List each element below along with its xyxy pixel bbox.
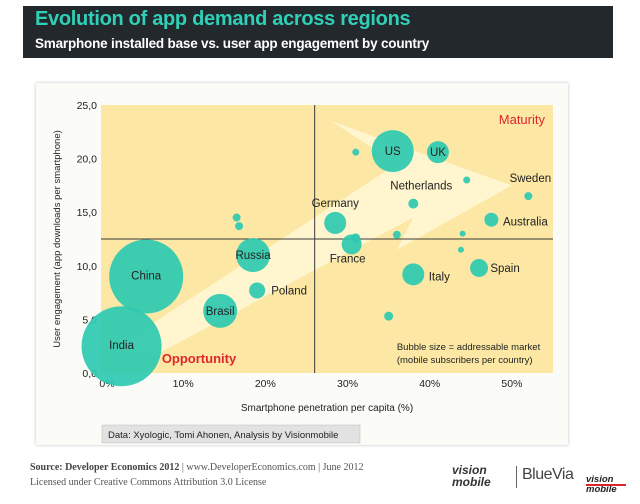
bubble bbox=[384, 311, 394, 321]
y-tick-label: 15,0 bbox=[77, 207, 98, 219]
visionmobile-logo-small: vision mobile bbox=[586, 474, 640, 504]
data-source-box bbox=[101, 424, 361, 444]
visionmobile-logo: vision mobile bbox=[452, 463, 512, 493]
bubble-uk bbox=[426, 141, 449, 164]
data-source-text: Data: Xyologic, Tomi Ahonen, Analysis by… bbox=[108, 430, 338, 441]
y-tick-label: 20,0 bbox=[77, 154, 98, 166]
logo-separator bbox=[516, 466, 517, 488]
x-tick-label: 10% bbox=[173, 378, 194, 390]
x-tick-label: 20% bbox=[255, 378, 276, 390]
x-tick-label: 40% bbox=[419, 378, 440, 390]
chart-subtitle: Smarphone installed base vs. user app en… bbox=[35, 36, 430, 51]
bubble-label: China bbox=[131, 271, 162, 283]
legend-note-line: Bubble size = addressable market bbox=[397, 342, 541, 353]
legend-note-line: (mobile subscribers per country) bbox=[397, 355, 533, 366]
bubble-brasil bbox=[203, 293, 238, 328]
visionmobile-swoosh bbox=[586, 484, 626, 486]
bubble bbox=[463, 176, 471, 184]
bubble bbox=[457, 246, 464, 253]
visionmobile-logo-small-line2: mobile bbox=[586, 484, 617, 495]
visionmobile-logo-small-line1: vision bbox=[586, 474, 614, 485]
visionmobile-logo-line2: mobile bbox=[452, 475, 491, 489]
bubble-label: US bbox=[385, 146, 401, 158]
quadrant-label-opportunity: Opportunity bbox=[162, 351, 237, 366]
quadrant-label-maturity: Maturity bbox=[499, 112, 546, 127]
bluevia-logo: BlueVia bbox=[522, 466, 574, 483]
bubble bbox=[351, 233, 361, 243]
bubble-germany bbox=[324, 211, 347, 234]
bubble-poland bbox=[249, 282, 266, 299]
title-banner: Evolution of app demand across regions S… bbox=[23, 6, 613, 58]
bubble-russia bbox=[236, 238, 271, 273]
chart-panel: 0,0 5,0 10,0 15,0 20,0 25,0 0% 10% 20% 30% 40% 50% S… bbox=[36, 83, 568, 445]
bubble-australia bbox=[484, 212, 499, 227]
bubble bbox=[235, 222, 244, 231]
y-tick-label: 25,0 bbox=[77, 100, 98, 112]
footer-source-label: Source: Developer Economics 2012 bbox=[30, 462, 180, 473]
y-axis-label: User engagement (app downloads per smart… bbox=[52, 130, 63, 348]
y-tick-label: 10,0 bbox=[77, 261, 98, 273]
bubble-chart: 0,05,010,015,020,025,00% 10% 20% 30% 40% 50%S… bbox=[52, 100, 553, 444]
bubble-us bbox=[371, 130, 414, 173]
bubble bbox=[392, 230, 401, 239]
bubble-label: Germany bbox=[312, 198, 360, 210]
bubble-label: Spain bbox=[490, 263, 519, 275]
x-tick-label: 30% bbox=[337, 378, 358, 390]
bubble-label: Netherlands bbox=[390, 181, 452, 193]
bubble-label: Russia bbox=[235, 250, 271, 262]
bubble-label: Brasil bbox=[206, 306, 235, 318]
x-axis-label: Smartphone penetration per capita (%) bbox=[241, 403, 413, 414]
bubble bbox=[232, 213, 241, 222]
bubble-india bbox=[81, 306, 162, 387]
footer-source: Source: Developer Economics 2012 | www.D… bbox=[30, 462, 364, 473]
bubble bbox=[459, 230, 466, 237]
bubble-label: Australia bbox=[503, 217, 548, 229]
bubble-netherlands bbox=[408, 198, 419, 209]
x-tick-label: 50% bbox=[501, 378, 522, 390]
bubble-label: Poland bbox=[271, 285, 307, 297]
bubble-label: UK bbox=[430, 147, 446, 159]
bubble bbox=[352, 148, 360, 156]
bubble-label: Italy bbox=[429, 271, 450, 283]
visionmobile-logo-line1: vision bbox=[452, 463, 487, 477]
bubble-label: France bbox=[330, 253, 366, 265]
footer-license: Licensed under Creative Commons Attribut… bbox=[30, 477, 267, 488]
bubble-spain bbox=[470, 258, 489, 277]
bubble-label: Sweden bbox=[510, 173, 552, 185]
bubble-china bbox=[109, 239, 184, 314]
chart-title: Evolution of app demand across regions bbox=[35, 8, 411, 30]
bubble-label: India bbox=[109, 340, 135, 352]
bubble-italy bbox=[402, 263, 425, 286]
bubble-sweden bbox=[524, 192, 533, 201]
footer-source-rest: | www.DeveloperEconomics.com | June 2012 bbox=[179, 462, 364, 473]
